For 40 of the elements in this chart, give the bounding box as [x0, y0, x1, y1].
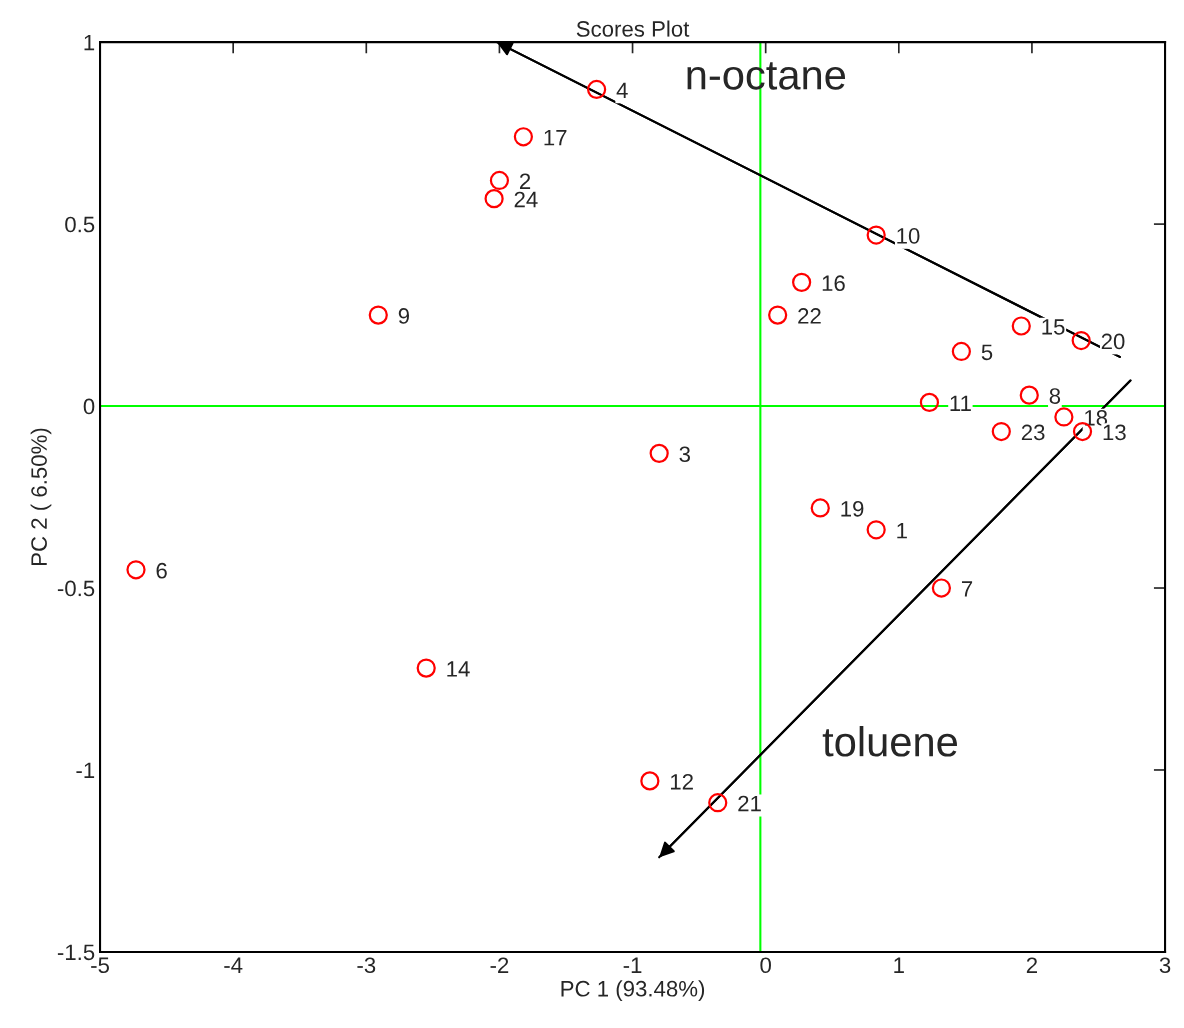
annotation: 17 [544, 130, 567, 146]
x-tick-label: -3 [357, 957, 376, 974]
annotation: 20 [1101, 333, 1125, 350]
annotation: 21 [738, 795, 761, 812]
x-tick-label: 3 [1159, 957, 1171, 974]
annotation: 5 [981, 344, 993, 361]
y-tick-label: 0.5 [65, 216, 95, 233]
x-tick-label: 0 [760, 957, 771, 974]
annotation: 12 [671, 773, 693, 790]
annotation: 23 [1021, 424, 1045, 441]
annotation: 11 [950, 395, 971, 411]
annotation: 4 [616, 82, 628, 98]
y-tick-label: 0 [83, 398, 95, 415]
annotation: 22 [798, 308, 821, 324]
x-tick-label: 1 [894, 957, 904, 973]
y-tick-label: 1 [84, 34, 95, 51]
x-tick-label: -4 [224, 957, 243, 973]
annotation: 16 [822, 275, 845, 292]
annotation: 24 [514, 191, 538, 208]
annotation: 10 [897, 228, 920, 244]
y-axis-title: PC 2 ( 6.50%) [30, 428, 52, 565]
annotation: 15 [1042, 319, 1065, 335]
annotation: 8 [1049, 388, 1061, 404]
y-tick-label: -0.5 [57, 580, 95, 597]
annotation: 2 [519, 173, 531, 189]
annotation: 3 [679, 446, 690, 463]
chart-title: Scores Plot [576, 20, 690, 37]
x-tick-label: -2 [490, 957, 509, 973]
annotation: 7 [961, 581, 973, 597]
annotation: 9 [398, 308, 410, 324]
x-axis-title: PC 1 (93.48%) [561, 980, 705, 1001]
annotation: 6 [156, 562, 167, 579]
y-tick-label: -1 [76, 762, 95, 779]
annotation: toluene [822, 725, 957, 757]
annotation: 1 [897, 523, 907, 539]
x-tick-label: -1 [623, 957, 642, 973]
annotation: 13 [1103, 424, 1126, 441]
x-tick-label: 2 [1026, 957, 1037, 973]
annotation: 14 [447, 661, 470, 677]
annotation: 19 [841, 500, 864, 517]
